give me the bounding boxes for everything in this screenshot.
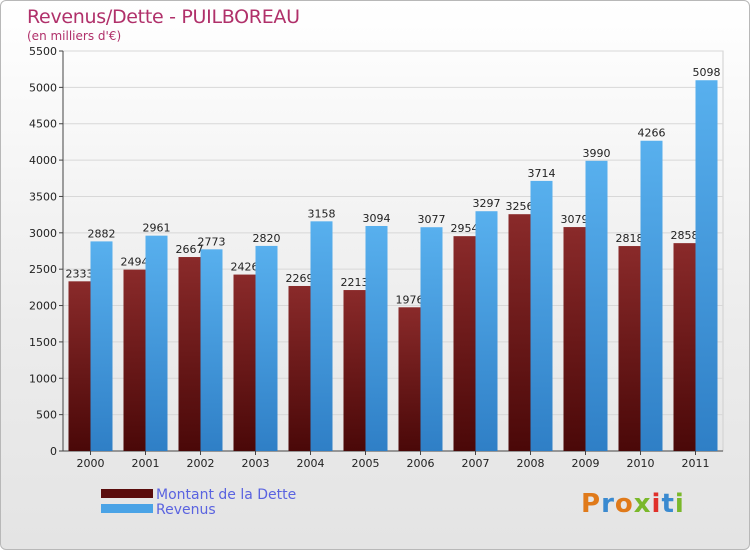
debt-value-label: 2818 bbox=[616, 232, 644, 245]
revenue-value-label: 3094 bbox=[363, 212, 391, 225]
y-tick-label: 2000 bbox=[29, 300, 57, 313]
revenue-bar bbox=[530, 180, 553, 451]
x-tick-label: 2009 bbox=[572, 457, 600, 470]
debt-value-label: 2858 bbox=[671, 229, 699, 242]
y-tick-label: 2500 bbox=[29, 263, 57, 276]
legend-label-revenue: Revenus bbox=[156, 502, 216, 518]
revenue-value-label: 2882 bbox=[88, 227, 116, 240]
revenue-bar bbox=[255, 245, 278, 451]
debt-bar bbox=[68, 281, 91, 451]
chart-title: Revenus/Dette - PUILBOREAU bbox=[27, 6, 300, 28]
revenue-bar bbox=[90, 241, 113, 451]
y-tick-label: 1500 bbox=[29, 336, 57, 349]
y-tick-label: 500 bbox=[36, 409, 57, 422]
debt-value-label: 2494 bbox=[121, 256, 149, 269]
debt-value-label: 3256 bbox=[506, 200, 534, 213]
debt-bar bbox=[563, 227, 586, 451]
logo-letter: i bbox=[674, 489, 685, 519]
revenue-bar bbox=[310, 221, 333, 451]
x-tick-label: 2002 bbox=[187, 457, 215, 470]
revenue-bar bbox=[200, 249, 223, 451]
x-tick-label: 2011 bbox=[682, 457, 710, 470]
y-tick-label: 4500 bbox=[29, 118, 57, 131]
proxiti-logo: Proxiti bbox=[581, 489, 685, 519]
debt-value-label: 2954 bbox=[451, 222, 479, 235]
x-tick-label: 2001 bbox=[132, 457, 160, 470]
revenue-value-label: 3990 bbox=[583, 147, 611, 160]
logo-letter: P bbox=[581, 489, 602, 519]
legend-label-debt: Montant de la Dette bbox=[156, 487, 296, 503]
debt-bar bbox=[343, 290, 366, 451]
y-tick-label: 0 bbox=[50, 445, 57, 458]
logo-letter: o bbox=[614, 489, 634, 519]
debt-bar bbox=[453, 236, 476, 451]
revenue-bar bbox=[145, 235, 168, 451]
logo-letter: x bbox=[633, 489, 652, 519]
debt-bar bbox=[508, 214, 531, 451]
debt-bar bbox=[178, 257, 201, 451]
logo-letter: r bbox=[601, 489, 615, 519]
x-tick-label: 2008 bbox=[517, 457, 545, 470]
revenue-value-label: 2773 bbox=[198, 235, 226, 248]
revenue-bar bbox=[640, 140, 663, 451]
debt-value-label: 2333 bbox=[66, 267, 94, 280]
x-tick-label: 2003 bbox=[242, 457, 270, 470]
x-tick-label: 2005 bbox=[352, 457, 380, 470]
logo-letter: i bbox=[651, 489, 662, 519]
y-tick-label: 5000 bbox=[29, 81, 57, 94]
debt-bar bbox=[673, 243, 696, 451]
revenue-value-label: 3297 bbox=[473, 197, 501, 210]
revenue-value-label: 2961 bbox=[143, 222, 171, 235]
x-axis: 2000 2001 2002 2003 2004 2005 2006 2007 2008 2009… bbox=[77, 451, 710, 470]
x-tick-label: 2006 bbox=[407, 457, 435, 470]
revenue-bar bbox=[365, 225, 388, 451]
x-tick-label: 2004 bbox=[297, 457, 325, 470]
revenue-bar bbox=[695, 80, 718, 452]
debt-value-label: 2667 bbox=[176, 243, 204, 256]
debt-value-label: 2213 bbox=[341, 276, 369, 289]
debt-value-label: 2269 bbox=[286, 272, 314, 285]
revenue-value-label: 2820 bbox=[253, 232, 281, 245]
y-tick-label: 4000 bbox=[29, 154, 57, 167]
legend-swatch-debt bbox=[101, 489, 153, 498]
y-tick-label: 1000 bbox=[29, 372, 57, 385]
x-tick-label: 2000 bbox=[77, 457, 105, 470]
revenue-bar bbox=[420, 227, 443, 451]
revenue-bar bbox=[585, 160, 608, 451]
revenue-value-label: 4266 bbox=[638, 127, 666, 140]
y-tick-label: 3500 bbox=[29, 190, 57, 203]
debt-bar bbox=[618, 246, 641, 451]
debt-value-label: 2426 bbox=[231, 261, 259, 274]
debt-bar bbox=[288, 285, 311, 451]
debt-bar bbox=[123, 269, 146, 451]
y-tick-label: 3000 bbox=[29, 227, 57, 240]
revenue-value-label: 3714 bbox=[528, 167, 556, 180]
revenue-value-label: 3158 bbox=[308, 207, 336, 220]
chart-subtitle: (en milliers d'€) bbox=[27, 29, 122, 43]
revenue-value-label: 3077 bbox=[418, 213, 446, 226]
y-tick-label: 5500 bbox=[29, 45, 57, 58]
x-tick-label: 2010 bbox=[627, 457, 655, 470]
revenue-value-label: 5098 bbox=[693, 66, 721, 79]
logo-letter: t bbox=[661, 489, 675, 519]
debt-value-label: 3079 bbox=[561, 213, 589, 226]
y-axis: 0 500 1000 1500 2000 2500 3000 3500 4000 4500 5000… bbox=[29, 45, 723, 458]
debt-bar bbox=[233, 274, 256, 451]
x-tick-label: 2007 bbox=[462, 457, 490, 470]
debt-bar bbox=[398, 307, 421, 451]
revenue-bar bbox=[475, 211, 498, 451]
debt-value-label: 1976 bbox=[396, 293, 424, 306]
legend-swatch-revenue bbox=[101, 504, 153, 513]
